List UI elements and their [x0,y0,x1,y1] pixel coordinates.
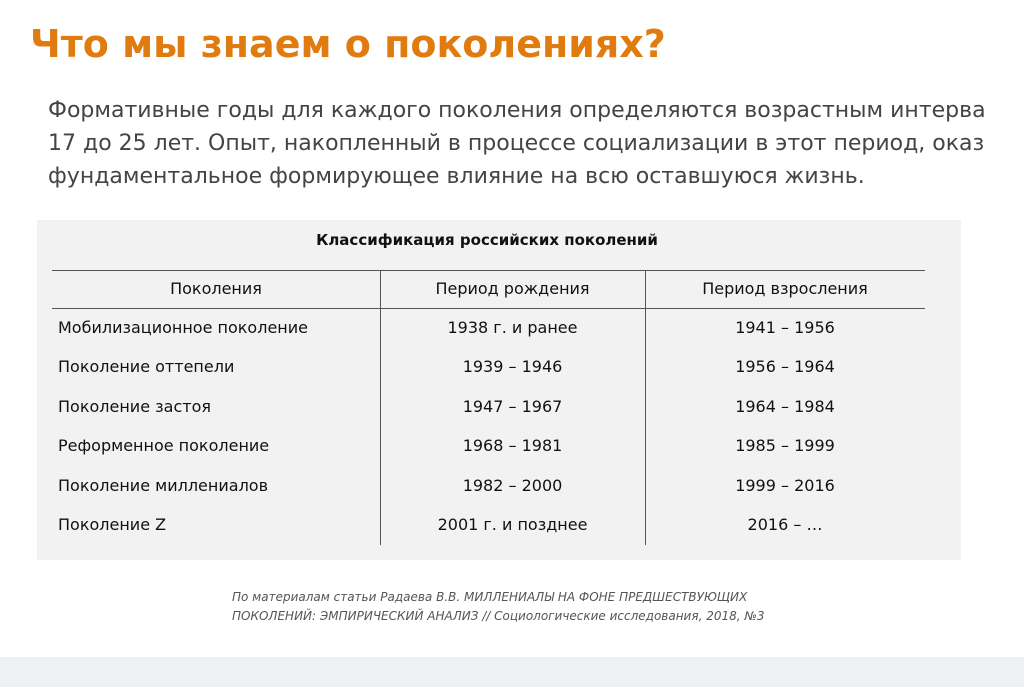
divider [380,270,381,545]
divider [645,270,646,545]
table-cell: 1941 – 1956 [735,318,835,337]
intro-line: фундаментальное формирующее влияние на в… [48,164,865,189]
table-cell: Поколение Z [58,515,167,534]
table-cell: 1982 – 2000 [462,475,563,495]
table-cell: 2001 г. и позднее [437,515,588,534]
source-line: ПОКОЛЕНИЙ: ЭМПИРИЧЕСКИЙ АНАЛИЗ // Социол… [232,609,765,623]
rule [52,308,925,309]
table-cell: Реформенное поколение [58,436,270,456]
table-cell: Мобилизационное поколение [58,318,308,337]
table-cell: 1939 – 1946 [462,357,563,377]
table-cell: 1956 – 1964 [735,357,835,377]
intro-line: 17 до 25 лет. Опыт, накопленный в процес… [48,131,985,156]
column-header: Период рождения [435,279,590,298]
table-cell: 1947 – 1967 [462,396,563,416]
table-title: Классификация российских поколений [316,231,658,249]
rule [52,270,925,271]
intro-line: Формативные годы для каждого поколения о… [48,98,986,123]
table-cell: Поколение оттепели [58,357,235,377]
table-cell: 1938 г. и ранее [447,318,578,337]
source-line: По материалам статьи Радаева В.В. МИЛЛЕН… [232,590,748,604]
table-cell: Поколение застоя [58,396,211,416]
column-header: Поколения [170,279,262,298]
table-cell: 1985 – 1999 [735,436,835,456]
footer-strip [0,657,1024,687]
table-panel [37,220,961,560]
column-header: Период взросления [702,279,868,298]
table-cell: Поколение миллениалов [58,475,269,495]
table-cell: 1964 – 1984 [735,396,835,416]
title: Что мы знаем о поколениях? [30,22,666,66]
table-cell: 1999 – 2016 [735,475,835,495]
table-cell: 1968 – 1981 [462,436,563,456]
table-cell: 2016 – … [747,515,823,534]
